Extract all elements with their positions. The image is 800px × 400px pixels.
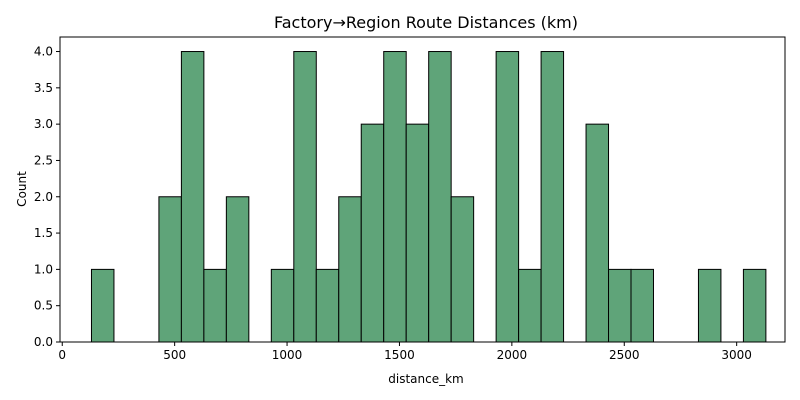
x-tick-label: 2500 bbox=[609, 348, 640, 362]
histogram-bar bbox=[383, 51, 407, 343]
y-tick-label: 3.0 bbox=[34, 117, 53, 131]
plot-frame bbox=[59, 36, 786, 343]
histogram-bar bbox=[540, 51, 565, 343]
histogram-bar bbox=[315, 268, 340, 343]
y-tick-label: 1.5 bbox=[34, 226, 53, 240]
y-tick-label: 4.0 bbox=[34, 45, 53, 59]
chart-title: Factory→Region Route Distances (km) bbox=[274, 13, 578, 32]
x-axis-label: distance_km bbox=[388, 372, 464, 386]
x-tick-label: 3000 bbox=[721, 348, 752, 362]
histogram-bar bbox=[405, 123, 430, 343]
histogram-bar bbox=[495, 51, 520, 343]
y-tick-label: 1.0 bbox=[34, 262, 53, 276]
x-tick-label: 500 bbox=[163, 348, 186, 362]
histogram-bar bbox=[293, 51, 317, 343]
y-axis-label: Count bbox=[15, 171, 29, 207]
histogram-bar bbox=[90, 268, 115, 343]
y-tick-label: 0.0 bbox=[34, 335, 53, 349]
histogram-bar bbox=[428, 51, 452, 343]
y-ticks-group: 0.0 0.5 1.0 1.5 2.0 2.5 3.0 3.5 4.0 bbox=[34, 45, 60, 349]
histogram-bar bbox=[338, 196, 362, 343]
axes-group bbox=[59, 36, 786, 343]
x-ticks-group: 0 500 1000 1500 2000 2500 3000 bbox=[58, 342, 752, 362]
histogram-bar bbox=[742, 268, 767, 343]
histogram-bar bbox=[585, 123, 610, 343]
x-tick-label: 1500 bbox=[384, 348, 415, 362]
histogram-bar bbox=[270, 268, 295, 343]
x-tick-label: 0 bbox=[58, 348, 66, 362]
y-tick-label: 3.5 bbox=[34, 81, 53, 95]
histogram-bar bbox=[203, 268, 227, 343]
histogram-bar bbox=[630, 268, 654, 343]
histogram-bar bbox=[608, 268, 632, 343]
x-tick-label: 2000 bbox=[497, 348, 528, 362]
histogram-bar bbox=[518, 268, 542, 343]
histogram-bar bbox=[360, 123, 385, 343]
histogram-bar bbox=[180, 51, 205, 343]
y-tick-label: 2.5 bbox=[34, 153, 53, 167]
histogram-bar bbox=[697, 268, 722, 343]
y-tick-label: 2.0 bbox=[34, 190, 53, 204]
histogram-bar bbox=[158, 196, 182, 343]
x-tick-label: 1000 bbox=[272, 348, 303, 362]
histogram-bar bbox=[225, 196, 250, 343]
bars-group bbox=[90, 51, 767, 343]
y-tick-label: 0.5 bbox=[34, 299, 53, 313]
histogram-bar bbox=[450, 196, 475, 343]
